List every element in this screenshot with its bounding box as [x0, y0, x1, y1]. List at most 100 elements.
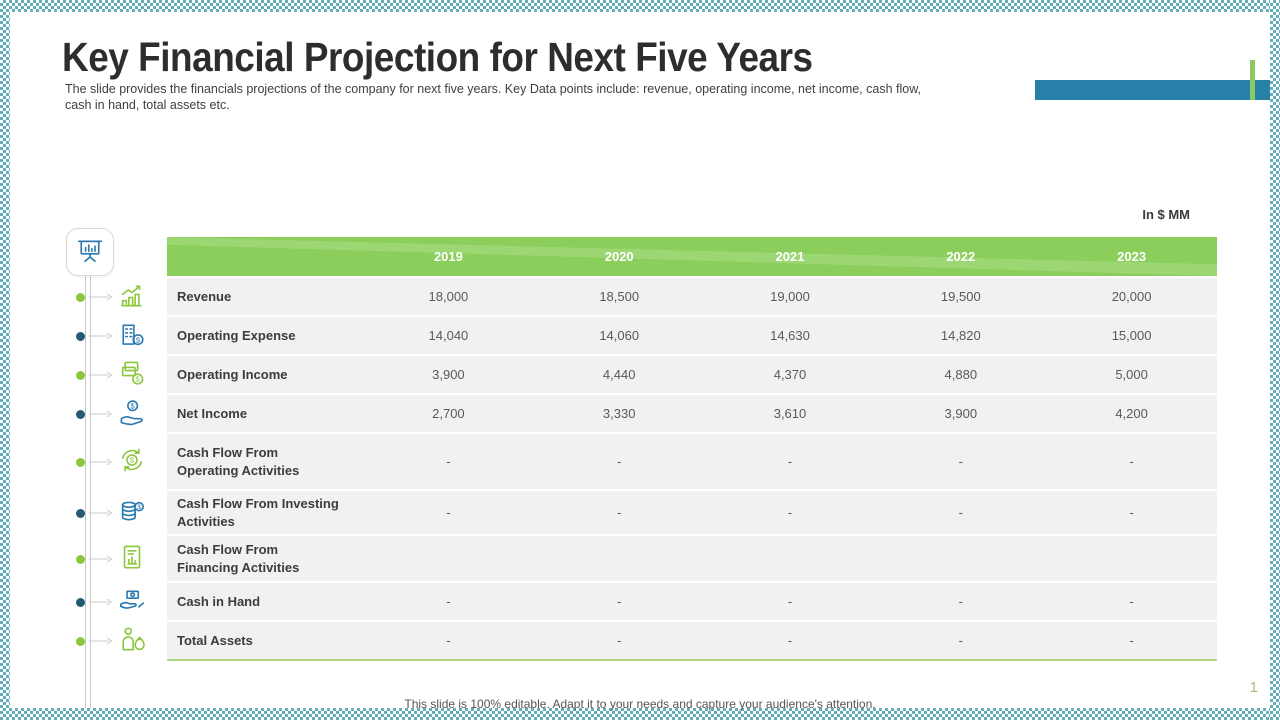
row-label: Cash Flow From Financing Activities	[177, 541, 300, 575]
building-coin-icon: $	[117, 319, 147, 354]
arrow-right-icon	[89, 288, 113, 306]
page-subtitle: The slide provides the financials projec…	[65, 82, 922, 112]
table-row: Operating Income 3,900 4,440 4,370 4,880 5,00…	[167, 354, 1217, 393]
cell-value: 4,880	[944, 367, 978, 382]
cell-value: 15,000	[1111, 328, 1152, 343]
timeline-item: $	[76, 399, 147, 429]
cell-value: 18,500	[599, 289, 640, 304]
table-row: Cash Flow From Financing Activities	[167, 534, 1217, 581]
timeline-line	[85, 276, 91, 708]
timeline-dot	[76, 457, 85, 467]
timeline-dot	[76, 331, 85, 341]
cell-value: -	[958, 633, 963, 648]
cell-value: -	[1129, 633, 1134, 648]
banknotes-coin-icon: $	[117, 358, 147, 393]
cell-value: 3,330	[602, 406, 636, 421]
cell-value: -	[446, 505, 451, 520]
cell-value: 3,610	[773, 406, 807, 421]
year-header: 2019	[433, 249, 463, 264]
timeline-dot	[76, 370, 85, 380]
arrow-right-icon	[89, 366, 113, 384]
cell-value: 19,000	[770, 289, 810, 304]
timeline-item: $	[76, 360, 147, 390]
cell-value: -	[1129, 594, 1134, 609]
svg-text:$: $	[130, 455, 135, 464]
cell-value: -	[958, 505, 963, 520]
table-row: Operating Expense 14,040 14,060 14,630 14,82…	[167, 315, 1217, 354]
arrow-right-icon	[89, 327, 113, 345]
accent-bar	[1035, 80, 1270, 100]
cell-value: 2,700	[432, 406, 465, 421]
cell-value: -	[787, 454, 793, 469]
cell-value: -	[617, 594, 622, 609]
table-bottom-line	[167, 659, 1217, 661]
cell-value: -	[787, 594, 793, 609]
year-header: 2021	[775, 249, 805, 264]
timeline-dot	[76, 636, 85, 646]
cell-value: -	[958, 594, 963, 609]
arrow-right-icon	[89, 632, 113, 650]
cell-value: 14,630	[770, 328, 810, 343]
accent-tick	[1250, 60, 1255, 100]
year-header: 2023	[1117, 249, 1147, 264]
cell-value: -	[958, 454, 963, 469]
cell-value: -	[1129, 454, 1134, 469]
coin-stacks-icon: $	[117, 496, 147, 531]
cell-value: 14,820	[940, 328, 981, 343]
cell-value: 3,900	[944, 406, 978, 421]
table-row: Net Income 2,700 3,330 3,610 3,900 4,200	[167, 393, 1217, 432]
page-title: Key Financial Projection for Next Five Y…	[62, 34, 813, 80]
timeline-item	[76, 282, 147, 312]
svg-text:$: $	[131, 401, 136, 410]
cell-value: -	[446, 594, 451, 609]
cell-value: 5,000	[1115, 367, 1148, 382]
row-label: Cash Flow From Operating Activities	[177, 444, 300, 478]
hands-money-icon	[117, 585, 147, 620]
cell-value: -	[1129, 505, 1134, 520]
arrow-right-icon	[89, 593, 113, 611]
table-row: Cash Flow From Operating Activities - - - - -	[167, 432, 1217, 489]
timeline-item: $	[76, 447, 147, 477]
row-label: Cash in Hand	[177, 593, 261, 609]
year-header: 2022	[946, 249, 976, 264]
cell-value: 4,200	[1115, 406, 1148, 421]
cell-value: -	[787, 633, 793, 648]
cell-value: -	[787, 505, 793, 520]
row-label: Cash Flow From Investing Activities	[177, 495, 339, 529]
cash-cycle-icon: $	[117, 445, 147, 480]
timeline-header-box	[66, 228, 114, 276]
timeline-item	[76, 587, 147, 617]
cell-value: 20,000	[1111, 289, 1152, 304]
table-row: Revenue 18,000 18,500 19,000 19,500 20,000	[167, 276, 1217, 315]
timeline-item	[76, 626, 147, 656]
svg-text:$: $	[136, 374, 141, 383]
slide-border-left	[0, 0, 10, 720]
table-row: Cash in Hand - - - - -	[167, 581, 1217, 620]
cell-value: -	[617, 505, 622, 520]
slide-border-bottom	[0, 708, 1280, 720]
timeline-item: $	[76, 321, 147, 351]
cell-value: -	[617, 454, 622, 469]
slide-border-top	[0, 0, 1280, 12]
timeline-dot	[76, 409, 85, 419]
cell-value: 14,040	[428, 328, 469, 343]
arrow-right-icon	[89, 405, 113, 423]
svg-text:$: $	[136, 335, 141, 344]
timeline-item	[76, 544, 147, 574]
row-label: Total Assets	[177, 632, 253, 648]
cell-value: 19,500	[940, 289, 981, 304]
timeline-dot	[76, 508, 85, 518]
person-money-bag-icon	[117, 624, 147, 659]
page-number: 1	[1249, 679, 1258, 696]
table-header-row: 2019 2020 2021 2022 2023	[167, 237, 1217, 276]
timeline-item: $	[76, 498, 147, 528]
presentation-chart-icon	[75, 235, 105, 270]
arrow-right-icon	[89, 504, 113, 522]
hand-coin-icon: $	[117, 397, 147, 432]
svg-text:$: $	[137, 504, 141, 511]
table-row: Total Assets - - - - -	[167, 620, 1217, 659]
row-label: Net Income	[177, 405, 248, 421]
table-body: Revenue 18,000 18,500 19,000 19,500 20,000 Ope…	[167, 276, 1217, 659]
cell-value: -	[446, 454, 451, 469]
